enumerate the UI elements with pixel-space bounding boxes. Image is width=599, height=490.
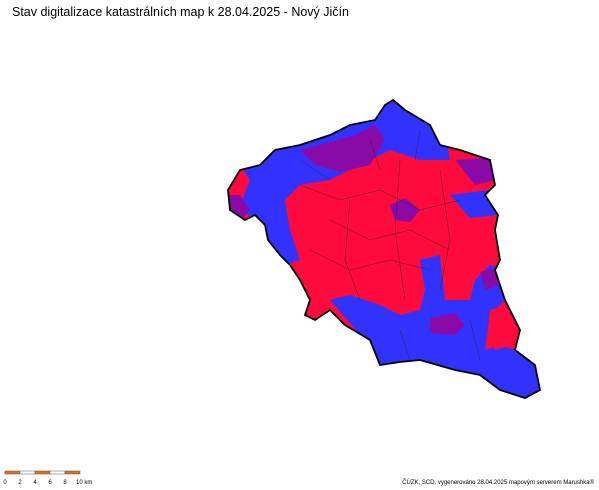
scale-label: 10 km: [76, 480, 92, 486]
scale-label: 4: [33, 480, 37, 486]
scale-label: 8: [63, 480, 67, 486]
scale-segment: [34, 470, 51, 475]
scale-label: 2: [18, 480, 22, 486]
scale-segment: [64, 470, 81, 475]
purple-area: [390, 198, 420, 222]
scale-segment: [49, 470, 66, 475]
scale-label: 6: [48, 480, 52, 486]
scale-segment: [4, 470, 21, 475]
cadastral-borders: [299, 129, 481, 361]
purple-area: [455, 158, 495, 185]
red-area: [488, 305, 520, 350]
purple-area: [480, 268, 500, 290]
purple-area: [430, 313, 465, 335]
scale-segment: [19, 470, 36, 475]
map-title: Stav digitalizace katastrálních map k 28…: [12, 5, 349, 19]
district-map: [228, 100, 540, 398]
purple-area: [300, 125, 385, 172]
scale-bar: 0 2 4 6 8 10 km: [3, 470, 92, 486]
credit: ČÚZK, SCD, vygenerováno 28.04.2025 mapov…: [402, 479, 594, 486]
scale-label: 0: [3, 480, 7, 486]
